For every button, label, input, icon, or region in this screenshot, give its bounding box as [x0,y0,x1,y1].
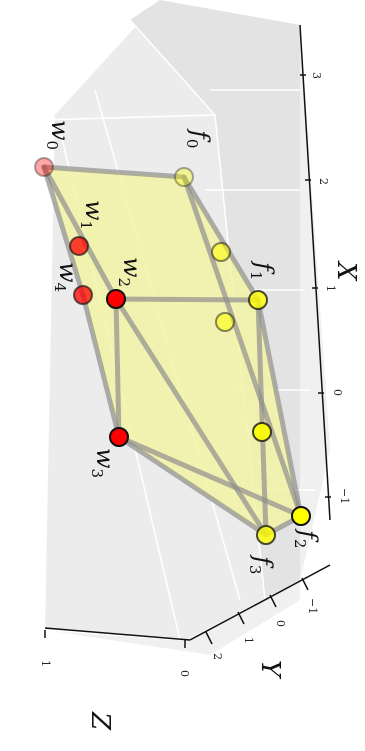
x-axis-ticks [300,74,331,498]
edge [116,434,269,538]
node-f-unlabeled-a [211,242,231,262]
edge [41,164,86,298]
node-f3 [256,525,276,545]
edge [41,164,119,302]
node-f1 [248,290,268,310]
edge [181,174,304,519]
edge [116,434,304,519]
z-axis-line [44,627,191,641]
tick-labels: 3 2 1 0 −1 2 1 0 −1 1 0 [39,72,351,677]
label-f2: f2 [291,528,322,548]
nodes [34,157,311,545]
y-axis-ticks [205,577,309,645]
axis-lines [44,24,331,648]
edge [80,292,122,440]
y-axis-label: Y [255,660,285,680]
y-tick-label: 0 [274,620,287,627]
label-w3: w3 [88,448,119,478]
y-tick-label: −1 [306,598,319,614]
node-w4 [73,285,93,305]
edge [41,164,187,180]
y-tick-label: 2 [211,653,224,660]
polytope-face [44,167,301,535]
x-tick-label: 0 [331,389,344,396]
label-w0: w0 [43,120,74,150]
node-w2 [106,289,126,309]
edge [255,297,304,519]
edge [255,297,269,538]
edge [113,296,122,440]
z-axis-label: Z [85,711,115,731]
label-w1: w1 [77,200,108,230]
node-w0 [34,157,54,177]
graph-edges [41,164,304,538]
y-axis-line [189,564,331,641]
x-tick-label: 1 [324,285,337,292]
x-tick-label: −1 [338,488,351,504]
node-w1 [69,236,89,256]
label-w2: w2 [115,257,146,287]
edge [113,296,261,303]
node-f-unlabeled-c [252,422,272,442]
edge [181,174,261,303]
node-w3 [109,427,129,447]
z-tick-label: 1 [39,660,52,667]
z-axis-ticks [44,630,186,648]
floor-pane [45,25,330,655]
node-f0 [174,167,194,187]
node-f2 [291,506,311,526]
label-w4: w4 [51,262,82,292]
x-axis-label: X [331,260,361,282]
x-tick-label: 3 [310,72,323,79]
z-tick-label: 0 [178,670,191,677]
node-labels: w0 w1 w2 w4 w3 f0 f1 f2 f3 [43,120,322,574]
x-tick-label: 2 [317,178,330,185]
y-tick-label: 1 [242,637,255,644]
node-f-unlabeled-b [215,312,235,332]
edge [113,296,269,538]
x-axis-line [299,24,331,521]
axis-labels: X Y Z [85,260,361,731]
